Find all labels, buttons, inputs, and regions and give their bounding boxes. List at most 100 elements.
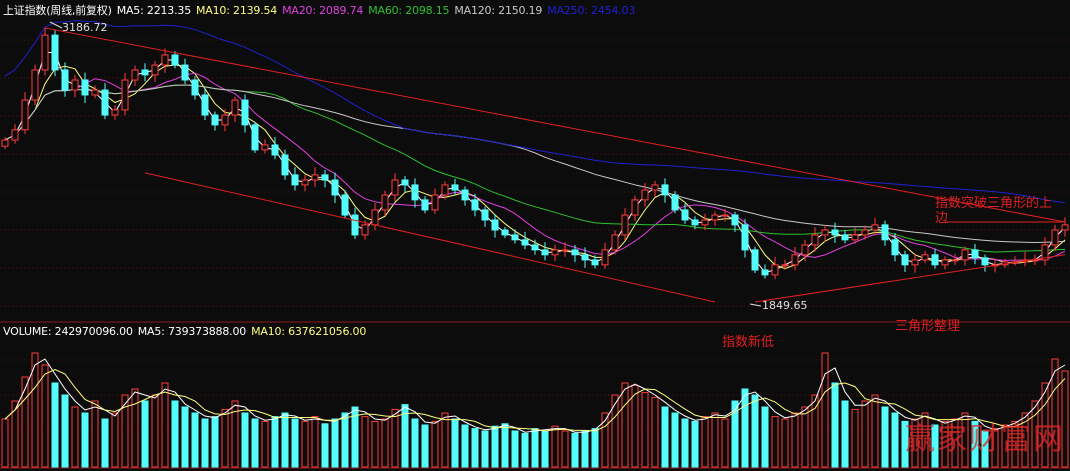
volume-bar xyxy=(851,408,859,468)
volume-bar xyxy=(301,420,309,468)
volume-bar xyxy=(771,416,779,468)
candle-up xyxy=(221,114,229,126)
candle-down xyxy=(451,184,459,191)
volume-bar xyxy=(21,376,29,468)
candle-up xyxy=(261,144,269,151)
candle-up xyxy=(911,259,919,266)
volume-bar xyxy=(311,416,319,468)
candle-down xyxy=(591,259,599,266)
candle-up xyxy=(41,34,49,71)
candle-down xyxy=(931,254,939,266)
volume-bar xyxy=(571,432,579,468)
candle-down xyxy=(481,209,489,221)
candle-down xyxy=(891,239,899,256)
candle-down xyxy=(201,94,209,116)
volume-bar xyxy=(411,418,419,468)
candle-down xyxy=(241,99,249,126)
volume-bar xyxy=(401,404,409,468)
candle-down xyxy=(81,79,89,96)
volume-bar xyxy=(731,400,739,468)
volume-bar xyxy=(681,418,689,468)
candle-down xyxy=(881,224,889,241)
volume-bar xyxy=(491,425,499,468)
high-marker xyxy=(49,21,63,29)
ma-line-ma5 xyxy=(4,52,1066,273)
volume-bar xyxy=(81,412,89,468)
candle-up xyxy=(631,199,639,216)
candle-down xyxy=(281,154,289,176)
candle-up xyxy=(551,249,559,256)
candle-down xyxy=(531,244,539,251)
candle-up xyxy=(71,79,79,91)
ma10-value: MA10: 2139.54 xyxy=(196,4,278,17)
trendline xyxy=(754,254,1066,303)
ma20-value: MA20: 2089.74 xyxy=(282,4,364,17)
candle-down xyxy=(491,219,499,231)
candle-up xyxy=(601,249,609,266)
candle-up xyxy=(371,209,379,226)
volume-bar xyxy=(981,430,989,468)
candle-up xyxy=(851,234,859,241)
volume-bar xyxy=(591,428,599,468)
candle-down xyxy=(541,249,549,256)
volume-bar xyxy=(391,408,399,468)
volume-bar xyxy=(1,418,9,468)
trendline xyxy=(44,27,1066,223)
candle-down xyxy=(831,229,839,236)
candle-down xyxy=(581,254,589,261)
candle-down xyxy=(331,179,339,196)
volume-bar xyxy=(41,364,49,468)
candle-down xyxy=(341,194,349,216)
candle-up xyxy=(91,89,99,96)
candle-up xyxy=(1061,224,1069,231)
candle-down xyxy=(731,214,739,226)
candle-up xyxy=(441,184,449,196)
volume-bar xyxy=(1011,420,1019,468)
candle-up xyxy=(1031,259,1039,262)
candle-up xyxy=(871,224,879,231)
volume-bar xyxy=(521,432,529,468)
candle-down xyxy=(271,144,279,156)
volume-bar xyxy=(481,430,489,468)
candle-up xyxy=(131,69,139,81)
volume-bar xyxy=(231,400,239,468)
volume-bar xyxy=(381,418,389,468)
volume-bar xyxy=(331,418,339,468)
trendline xyxy=(144,172,716,303)
volume-bar xyxy=(371,420,379,468)
candle-up xyxy=(941,259,949,266)
candle-up xyxy=(11,129,19,141)
candle-up xyxy=(711,214,719,221)
candle-up xyxy=(361,224,369,236)
volume-bar xyxy=(931,424,939,468)
volume-bar xyxy=(71,406,79,468)
volume-bar xyxy=(241,412,249,468)
volume-bar xyxy=(961,412,969,468)
candle-up xyxy=(611,234,619,251)
volume-bar xyxy=(201,418,209,468)
candle-down xyxy=(471,199,479,211)
volume-bar xyxy=(141,400,149,468)
candle-up xyxy=(701,219,709,226)
volume-bar xyxy=(61,394,69,468)
candle-up xyxy=(311,174,319,181)
triangle-annotation: 三角形整理 xyxy=(895,319,961,334)
volume-bar xyxy=(291,418,299,468)
price-legend: 上证指数(周线,前复权) MA5: 2213.35 MA10: 2139.54 MA2… xyxy=(3,2,640,18)
volume-ma5-value: MA5: 739373888.00 xyxy=(137,325,247,338)
volume-bar xyxy=(121,394,129,468)
ma60-value: MA60: 2098.15 xyxy=(368,4,450,17)
low-price-label: 1849.65 xyxy=(762,299,808,312)
candle-up xyxy=(381,194,389,211)
candle-down xyxy=(291,174,299,186)
volume-legend: VOLUME: 242970096.00 MA5: 739373888.00 MA1… xyxy=(3,325,371,338)
ma-line-ma60 xyxy=(4,84,1066,253)
volume-bar xyxy=(651,396,659,468)
volume-bar xyxy=(541,430,549,468)
candle-up xyxy=(781,264,789,267)
candle-up xyxy=(921,254,929,261)
volume-bar xyxy=(711,412,719,468)
volume-bar xyxy=(221,408,229,468)
